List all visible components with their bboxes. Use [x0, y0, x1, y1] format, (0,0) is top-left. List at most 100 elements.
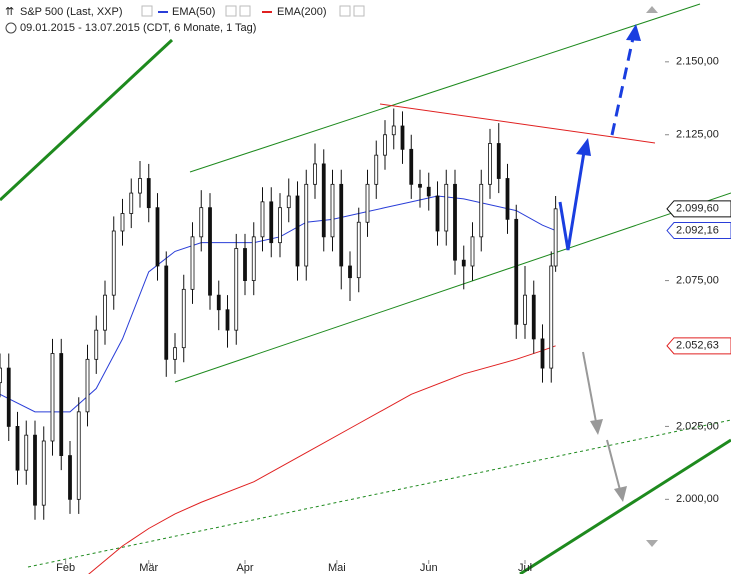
- price-tag-label: 2.052,63: [676, 340, 719, 352]
- settings-icon[interactable]: [339, 5, 351, 17]
- ema-line: [0, 195, 556, 413]
- candle-body: [321, 163, 326, 238]
- ema-line: [88, 345, 556, 574]
- candle-body: [348, 265, 352, 279]
- candle-body: [549, 265, 554, 369]
- scroll-up[interactable]: [646, 6, 658, 13]
- candle-body: [418, 183, 422, 188]
- candle-body: [243, 248, 247, 281]
- candle-body: [6, 367, 11, 427]
- arrow-down: [606, 439, 621, 491]
- chart-title: S&P 500 (Last, XXP): [20, 6, 123, 18]
- candle-body: [94, 329, 99, 360]
- candle-body: [304, 183, 309, 267]
- candle-body: [540, 338, 545, 369]
- candle-body: [33, 434, 37, 506]
- arrow-dashed: [610, 37, 635, 136]
- arrow-head: [590, 419, 603, 435]
- candle-body: [531, 294, 536, 340]
- candle-body: [216, 294, 221, 311]
- arrow-head: [614, 486, 627, 502]
- candle-body: [146, 178, 151, 209]
- x-tick-label: Feb: [56, 562, 75, 574]
- candle-body: [553, 208, 558, 267]
- price-tag: [666, 337, 731, 355]
- plot: 2.000,00 2.025,00 2.075,00 2.125,00 2.150,00…: [0, 56, 731, 574]
- candle-body: [251, 236, 256, 281]
- candle-body: [173, 347, 177, 360]
- channel-top: [189, 3, 701, 173]
- header: ⇈ S&P 500 (Last, XXP) EMA(50) EMA(200) 0…: [5, 5, 365, 34]
- x-tick-label: Jul: [518, 562, 532, 574]
- candle-body: [488, 143, 492, 185]
- y-tick-label: 2.075,00: [676, 274, 719, 286]
- candle-body: [68, 455, 72, 500]
- candle-body: [514, 218, 519, 325]
- x-tick-label: Mai: [328, 562, 346, 574]
- candle-body: [400, 125, 405, 150]
- support-line: [519, 438, 731, 574]
- candle-body: [278, 207, 282, 244]
- candle-body: [24, 434, 29, 471]
- candle-body: [103, 294, 107, 331]
- candle-body: [496, 143, 501, 179]
- settings-icon[interactable]: [141, 5, 153, 17]
- candle-body: [0, 367, 2, 384]
- price-tag: [666, 222, 731, 240]
- candle-body: [383, 134, 387, 156]
- candle-body: [426, 186, 431, 197]
- candle-body: [523, 294, 527, 325]
- close-icon[interactable]: [239, 5, 251, 17]
- x-tick-label: Jun: [420, 562, 438, 574]
- candle-body: [234, 248, 239, 331]
- candle-body: [356, 221, 361, 279]
- x-tick-label: Mär: [139, 562, 158, 574]
- candle-body: [260, 201, 265, 238]
- trend-line: [0, 38, 174, 202]
- candle-body: [479, 183, 484, 238]
- arrow-head: [626, 24, 641, 41]
- price-tag-label: 2.092,16: [676, 224, 719, 236]
- scroll-down[interactable]: [646, 540, 658, 547]
- x-tick-label: Apr: [236, 562, 253, 574]
- candle-body: [365, 183, 370, 223]
- candle-body: [295, 195, 300, 267]
- y-tick-label: 2.150,00: [676, 56, 719, 68]
- candle-body: [339, 183, 344, 267]
- legend-entry: EMA(50): [172, 6, 215, 18]
- candle-body: [269, 201, 274, 244]
- candle-body: [111, 230, 116, 296]
- candle-body: [15, 426, 20, 471]
- arrow-head: [576, 138, 591, 156]
- candle-body: [286, 195, 291, 209]
- settings-icon[interactable]: [225, 5, 237, 17]
- candle-body: [164, 265, 169, 360]
- legend-entry: EMA(200): [277, 6, 327, 18]
- clock-icon: [5, 22, 17, 34]
- close-icon[interactable]: [353, 5, 365, 17]
- candle-body: [76, 411, 81, 500]
- candle-body: [409, 148, 414, 185]
- y-tick-label: 2.025,00: [676, 420, 719, 432]
- candle-body: [461, 259, 466, 267]
- candle-body: [129, 192, 134, 214]
- price-tag: [666, 200, 731, 218]
- candle-body: [190, 236, 195, 290]
- candle-body: [374, 154, 379, 185]
- arrow-up: [558, 151, 586, 251]
- support-dashed: [27, 419, 731, 568]
- candle-body: [444, 183, 449, 232]
- chart-icon: ⇈: [5, 6, 14, 18]
- candle-body: [330, 183, 335, 238]
- resistance-line: [379, 103, 656, 144]
- price-tag-label: 2.099,60: [676, 203, 719, 215]
- candle-body: [181, 288, 186, 349]
- y-tick-label: 2.125,00: [676, 129, 719, 141]
- candle-body: [50, 353, 55, 442]
- drawings: [0, 3, 731, 574]
- y-tick-label: 2.000,00: [676, 493, 719, 505]
- candle-body: [505, 178, 510, 220]
- candle-body: [391, 125, 396, 136]
- channel-bottom: [174, 192, 731, 383]
- candle-body: [470, 236, 475, 267]
